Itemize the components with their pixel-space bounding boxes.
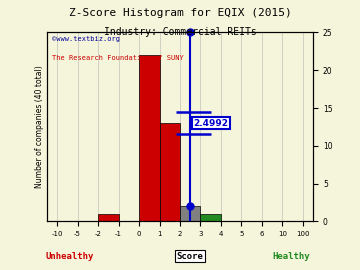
Text: ©www.textbiz.org: ©www.textbiz.org xyxy=(52,36,120,42)
Y-axis label: Number of companies (40 total): Number of companies (40 total) xyxy=(35,66,44,188)
Text: Healthy: Healthy xyxy=(273,252,310,261)
Text: Z-Score Histogram for EQIX (2015): Z-Score Histogram for EQIX (2015) xyxy=(69,8,291,18)
Text: Score: Score xyxy=(177,252,204,261)
Bar xyxy=(139,55,159,221)
Bar xyxy=(159,123,180,221)
Text: Industry: Commercial REITs: Industry: Commercial REITs xyxy=(104,27,256,37)
Bar xyxy=(201,214,221,221)
Text: The Research Foundation of SUNY: The Research Foundation of SUNY xyxy=(52,55,184,61)
Text: 2.4992: 2.4992 xyxy=(193,119,228,128)
Bar xyxy=(98,214,118,221)
Bar xyxy=(180,206,201,221)
Text: Unhealthy: Unhealthy xyxy=(45,252,94,261)
